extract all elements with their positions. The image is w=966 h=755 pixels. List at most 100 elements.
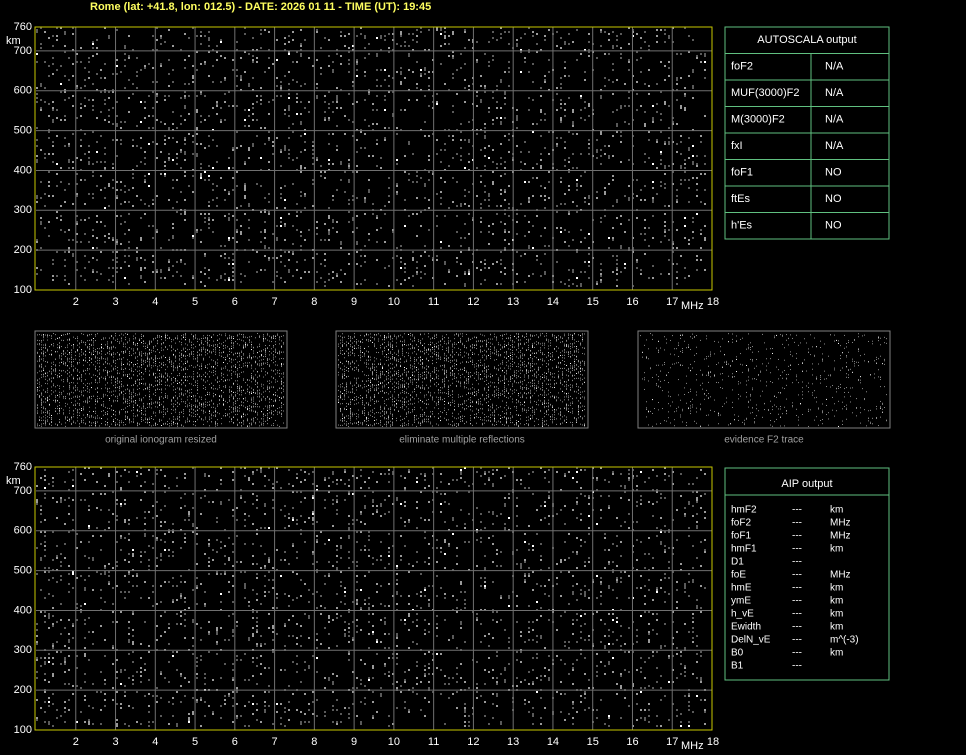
noise-dot xyxy=(536,619,538,621)
noise-dot xyxy=(380,227,382,229)
noise-dot xyxy=(388,563,390,565)
noise-dot xyxy=(496,683,498,685)
noise-dot xyxy=(216,51,218,53)
noise-dot xyxy=(52,153,54,155)
noise-dot xyxy=(376,123,378,125)
noise-dot xyxy=(268,247,270,249)
noise-dot xyxy=(168,153,170,155)
noise-dot xyxy=(168,531,170,533)
noise-dot xyxy=(40,217,42,219)
noise-dot xyxy=(644,227,646,229)
noise-dot xyxy=(644,677,646,679)
noise-dot xyxy=(368,125,370,127)
noise-dot xyxy=(376,79,378,81)
noise-dot xyxy=(204,677,206,679)
noise-dot xyxy=(328,273,330,275)
noise-dot xyxy=(180,149,182,151)
noise-dot xyxy=(328,159,330,161)
noise-dot xyxy=(572,477,574,479)
noise-dot xyxy=(612,569,614,571)
noise-dot xyxy=(56,135,58,137)
noise-dot xyxy=(300,85,302,87)
noise-dot xyxy=(468,233,470,235)
noise-dot xyxy=(312,179,314,181)
noise-dot xyxy=(208,145,210,147)
noise-dot xyxy=(72,167,74,169)
noise-dot xyxy=(348,181,350,183)
noise-dot xyxy=(376,509,378,511)
noise-dot xyxy=(148,173,150,175)
noise-dot xyxy=(192,277,194,279)
noise-dot xyxy=(508,231,510,233)
noise-dot xyxy=(560,203,562,205)
noise-dot xyxy=(436,139,438,141)
noise-dot xyxy=(692,71,694,73)
noise-dot xyxy=(80,145,82,147)
noise-dot xyxy=(268,49,270,51)
noise-dot xyxy=(192,589,194,591)
noise-dot xyxy=(40,521,42,523)
noise-dot xyxy=(684,583,686,585)
noise-dot xyxy=(440,149,442,151)
noise-dot xyxy=(236,561,238,563)
noise-dot xyxy=(368,613,370,615)
noise-dot xyxy=(312,497,314,499)
noise-dot xyxy=(236,691,238,693)
noise-dot xyxy=(116,659,118,661)
noise-dot xyxy=(272,639,274,641)
noise-dot xyxy=(272,499,274,501)
noise-dot xyxy=(572,239,574,241)
noise-dot xyxy=(492,485,494,487)
noise-dot xyxy=(640,105,642,107)
noise-dot xyxy=(40,27,42,29)
noise-dot xyxy=(464,591,466,593)
noise-dot xyxy=(108,121,110,123)
noise-dot xyxy=(132,83,134,85)
noise-dot xyxy=(656,141,658,143)
noise-dot xyxy=(704,189,706,191)
noise-dot xyxy=(244,597,246,599)
noise-dot xyxy=(128,677,130,679)
noise-dot xyxy=(676,271,678,273)
noise-dot xyxy=(352,475,354,477)
noise-dot xyxy=(208,545,210,547)
noise-dot xyxy=(380,541,382,543)
noise-dot xyxy=(244,705,246,707)
noise-dot xyxy=(676,83,678,85)
noise-dot xyxy=(444,27,446,29)
noise-dot xyxy=(116,261,118,263)
noise-dot xyxy=(100,625,102,627)
noise-dot xyxy=(160,559,162,561)
noise-dot xyxy=(36,499,38,501)
noise-dot xyxy=(632,551,634,553)
noise-dot xyxy=(44,691,46,693)
noise-dot xyxy=(628,247,630,249)
noise-dot xyxy=(396,133,398,135)
noise-dot xyxy=(540,95,542,97)
noise-dot xyxy=(656,167,658,169)
noise-dot xyxy=(584,657,586,659)
noise-dot xyxy=(360,283,362,285)
noise-dot xyxy=(280,197,282,199)
noise-dot xyxy=(192,467,194,469)
noise-dot xyxy=(408,521,410,523)
noise-dot xyxy=(52,647,54,649)
noise-dot xyxy=(488,231,490,233)
noise-dot xyxy=(580,615,582,617)
noise-dot xyxy=(228,105,230,107)
noise-dot xyxy=(620,247,622,249)
noise-dot xyxy=(352,671,354,673)
noise-dot xyxy=(288,83,290,85)
x-label: 9 xyxy=(351,296,357,308)
noise-dot xyxy=(232,471,234,473)
noise-dot xyxy=(136,165,138,167)
noise-dot xyxy=(116,481,118,483)
noise-dot xyxy=(68,145,70,147)
noise-dot xyxy=(508,215,510,217)
noise-dot xyxy=(604,567,606,569)
noise-dot xyxy=(612,589,614,591)
noise-dot xyxy=(492,535,494,537)
noise-dot xyxy=(332,195,334,197)
noise-dot xyxy=(212,679,214,681)
noise-dot xyxy=(128,621,130,623)
